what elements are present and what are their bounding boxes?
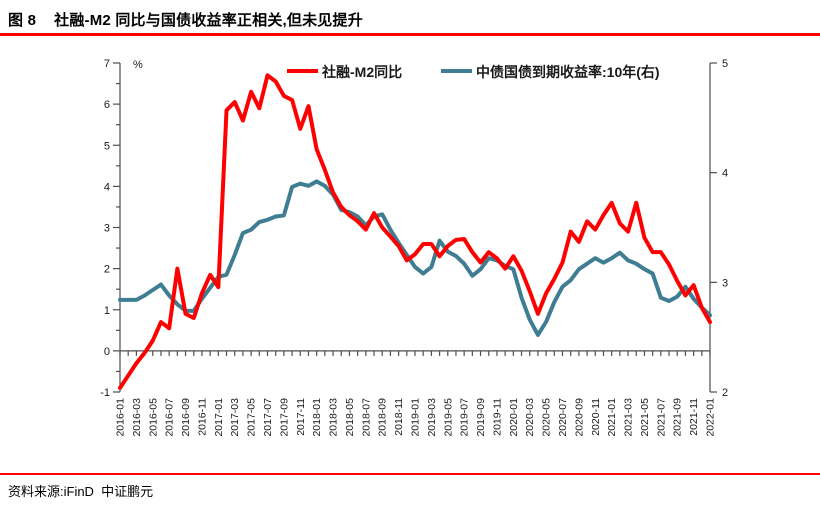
source-line: 资料来源:iFinD 中证鹏元	[8, 484, 154, 499]
x-axis-tick-label: 2021-09	[672, 398, 684, 437]
x-axis-tick-label: 2020-05	[541, 398, 553, 437]
series-lines	[118, 73, 712, 390]
x-axis-tick-label: 2020-07	[557, 398, 569, 437]
x-axis-tick-label: 2017-03	[229, 398, 241, 437]
left-axis-tick-label: 5	[104, 140, 110, 152]
figure-title-row: 图 8 社融-M2 同比与国债收益率正相关,但未见提升	[8, 9, 363, 30]
x-axis-tick-label: 2017-09	[278, 398, 290, 437]
x-axis-tick-label: 2019-07	[459, 398, 471, 437]
left-axis-tick-label: 4	[104, 181, 110, 193]
x-axis-tick-label: 2017-05	[246, 398, 258, 437]
left-axis-unit-label: %	[133, 59, 143, 71]
x-axis-tick-label: 2017-11	[295, 398, 307, 436]
left-axis-tick-label: 3	[104, 223, 110, 235]
x-axis-tick-label: 2020-01	[508, 398, 520, 437]
x-axis-tick-label: 2019-03	[426, 398, 438, 437]
source-divider-rule	[0, 473, 820, 475]
right-axis-tick-label: 3	[722, 277, 728, 289]
x-axis-tick-label: 2022-01	[705, 398, 717, 437]
right-axis-tick-label: 4	[722, 168, 728, 180]
left-axis-tick-label: 0	[104, 346, 110, 358]
left-axis-tick-label: -1	[100, 387, 110, 399]
x-axis-tick-label: 2020-03	[524, 398, 536, 437]
x-axis-tick-label: 2016-11	[196, 398, 208, 436]
x-axis-tick-label: 2021-03	[623, 398, 635, 437]
x-axis-tick-label: 2016-03	[131, 398, 143, 437]
figure-number-label: 图 8	[8, 12, 37, 29]
series-line-10y-yield	[118, 179, 712, 337]
x-axis-tick-label: 2019-01	[410, 398, 422, 437]
axes-layer: 7 6 5 4 3 2 1 0 -1 5 4 3 2 2016-01 2016-03 2016-05 2016-…	[100, 58, 728, 437]
series-line-shehui-m2	[118, 73, 712, 390]
x-axis-tick-label: 2020-11	[590, 398, 602, 436]
chart-legend: 社融-M2同比 中债国债到期收益率:10年(右)	[287, 64, 660, 80]
x-axis-tick-label: 2021-05	[639, 398, 651, 437]
x-axis-tick-label: 2016-05	[147, 398, 159, 437]
x-axis-tick-label: 2016-01	[115, 398, 127, 437]
x-axis-tick-label: 2018-05	[344, 398, 356, 437]
x-axis-tick-label: 2021-07	[655, 398, 667, 437]
x-axis-tick-label: 2016-09	[180, 398, 192, 437]
left-axis-tick-label: 2	[104, 264, 110, 276]
x-axis-tick-label: 2019-11	[491, 398, 503, 436]
legend-teal-label: 中债国债到期收益率:10年(右)	[476, 64, 660, 80]
left-axis-tick-label: 7	[104, 58, 110, 70]
x-axis-tick-label: 2018-01	[311, 398, 323, 437]
x-axis-tick-label: 2017-07	[262, 398, 274, 437]
x-axis-tick-label: 2020-09	[573, 398, 585, 437]
x-axis-tick-label: 2016-07	[164, 398, 176, 437]
x-axis-tick-label: 2018-11	[393, 398, 405, 436]
x-axis-tick-label: 2018-09	[377, 398, 389, 437]
legend-red-label: 社融-M2同比	[321, 64, 402, 80]
x-axis-tick-label: 2018-07	[360, 398, 372, 437]
left-axis-tick-label: 6	[104, 99, 110, 111]
x-axis-tick-label: 2017-01	[213, 398, 225, 437]
title-divider-rule	[0, 33, 820, 36]
right-axis-tick-label: 2	[722, 387, 728, 399]
x-axis-tick-label: 2021-01	[606, 398, 618, 437]
x-axis-tick-label: 2018-03	[328, 398, 340, 437]
x-axis-tick-label: 2019-05	[442, 398, 454, 437]
left-axis-tick-label: 1	[104, 305, 110, 317]
figure-title: 社融-M2 同比与国债收益率正相关,但未见提升	[54, 12, 363, 29]
x-axis-tick-label: 2021-11	[688, 398, 700, 436]
x-axis-tick-label: 2019-09	[475, 398, 487, 437]
right-axis-tick-label: 5	[722, 58, 728, 70]
